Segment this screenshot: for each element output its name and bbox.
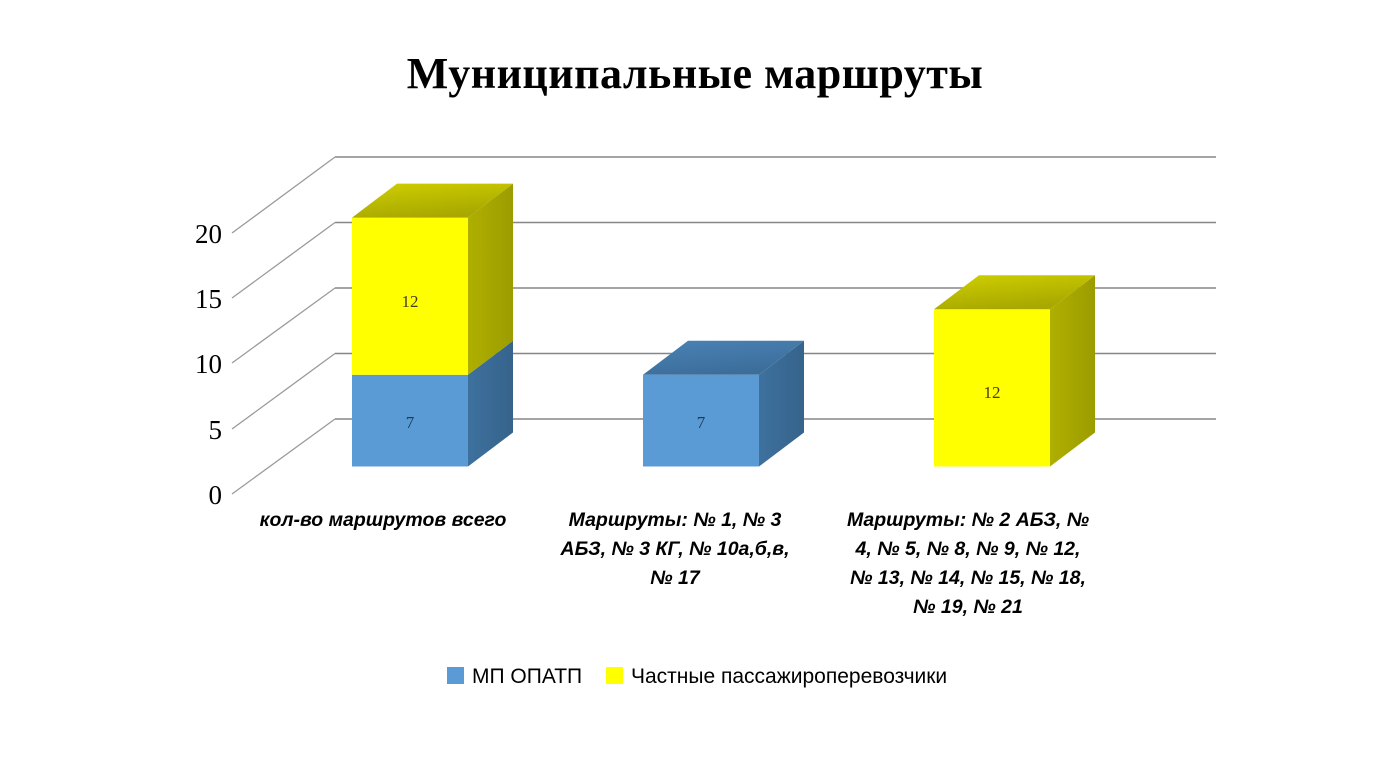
category-label-3-line2: 4, № 5, № 8, № 9, № 12, xyxy=(855,538,1081,560)
legend-label-private-carriers: Частные пассажироперевозчики xyxy=(631,665,947,688)
axis-depth-connectors xyxy=(231,156,336,495)
bar1-blue-value: 7 xyxy=(406,413,415,432)
y-tick-0: 0 xyxy=(209,480,223,510)
y-tick-5: 5 xyxy=(209,415,223,445)
legend-swatch-yellow xyxy=(606,667,623,684)
bar-column-3[interactable]: 12 xyxy=(934,275,1095,467)
chart-legend: МП ОПАТП Частные пассажироперевозчики xyxy=(447,665,947,688)
bar3-yellow-value: 12 xyxy=(984,383,1001,402)
bar1-yellow-top xyxy=(352,183,513,218)
chart-title: Муниципальные маршруты xyxy=(406,49,984,98)
bar-column-2[interactable]: 7 xyxy=(643,340,804,467)
bar-column-1[interactable]: 7 12 xyxy=(352,183,513,467)
bar1-yellow-side xyxy=(468,183,513,375)
bar1-yellow-value: 12 xyxy=(402,292,419,311)
y-axis-tick-labels: 20 15 10 5 0 xyxy=(195,219,222,510)
category-label-2-line1: Маршруты: № 1, № 3 xyxy=(569,509,782,531)
x-axis-category-labels: кол-во маршрутов всего Маршруты: № 1, № … xyxy=(260,509,1089,618)
legend-item-private-carriers[interactable]: Частные пассажироперевозчики xyxy=(606,665,947,688)
legend-item-mp-opatp[interactable]: МП ОПАТП xyxy=(447,665,582,688)
bar3-yellow-top xyxy=(934,275,1095,310)
category-label-2-line3: № 17 xyxy=(650,567,701,589)
bar2-blue-top xyxy=(643,340,804,375)
bar3-yellow-front xyxy=(934,309,1050,467)
category-label-1-line1: кол-во маршрутов всего xyxy=(260,509,507,531)
bar2-blue-front xyxy=(643,374,759,467)
bar1-blue-front xyxy=(352,374,468,467)
category-label-3-line4: № 19, № 21 xyxy=(913,596,1023,618)
bar3-yellow-side xyxy=(1050,275,1095,467)
category-label-2-line2: АБЗ, № 3 КГ, № 10а,б,в, xyxy=(560,538,790,560)
y-tick-20: 20 xyxy=(195,219,222,249)
y-tick-15: 15 xyxy=(195,284,222,314)
legend-label-mp-opatp: МП ОПАТП xyxy=(472,665,582,688)
bar1-blue-side xyxy=(468,340,513,467)
legend-swatch-blue xyxy=(447,667,464,684)
y-tick-10: 10 xyxy=(195,349,222,379)
category-label-3-line1: Маршруты: № 2 АБЗ, № xyxy=(847,509,1089,531)
bar2-blue-side xyxy=(759,340,804,467)
bar2-blue-value: 7 xyxy=(697,413,706,432)
category-label-3-line3: № 13, № 14, № 15, № 18, xyxy=(850,567,1086,589)
bar1-yellow-front xyxy=(352,217,468,375)
